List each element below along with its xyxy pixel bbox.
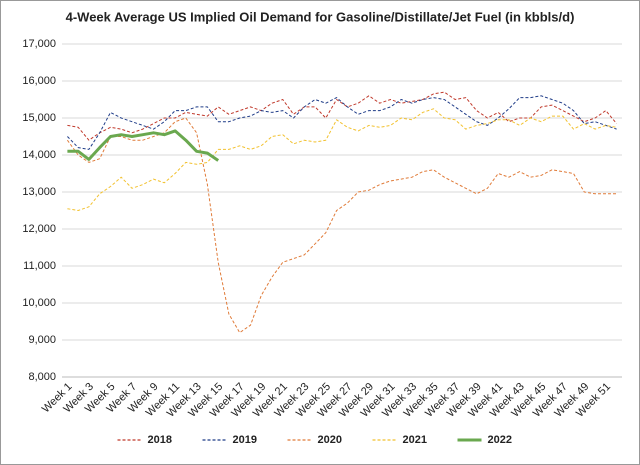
- series-line: [67, 91, 617, 141]
- y-tick-label: 13,000: [22, 186, 56, 198]
- series-line: [67, 129, 220, 162]
- chart-title: 4-Week Average US Implied Oil Demand for…: [66, 9, 575, 24]
- y-tick-label: 12,000: [22, 223, 56, 235]
- legend-label: 2021: [403, 434, 427, 446]
- y-tick-label: 10,000: [22, 297, 56, 309]
- y-tick-label: 17,000: [22, 38, 56, 50]
- y-tick-label: 14,000: [22, 149, 56, 161]
- legend-label: 2022: [488, 434, 512, 446]
- y-tick-label: 8,000: [28, 371, 56, 383]
- y-tick-label: 15,000: [22, 112, 56, 124]
- y-tick-label: 11,000: [23, 260, 56, 272]
- y-tick-label: 16,000: [22, 75, 56, 87]
- series-line: [67, 95, 617, 150]
- legend-label: 2020: [318, 434, 342, 446]
- legend-label: 2018: [148, 434, 172, 446]
- legend-label: 2019: [233, 434, 257, 446]
- y-tick-label: 9,000: [28, 334, 56, 346]
- series-line: [67, 108, 617, 211]
